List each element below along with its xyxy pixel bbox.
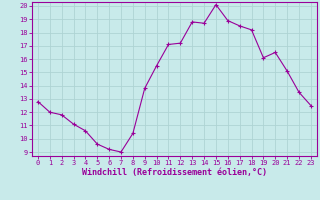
- X-axis label: Windchill (Refroidissement éolien,°C): Windchill (Refroidissement éolien,°C): [82, 168, 267, 177]
